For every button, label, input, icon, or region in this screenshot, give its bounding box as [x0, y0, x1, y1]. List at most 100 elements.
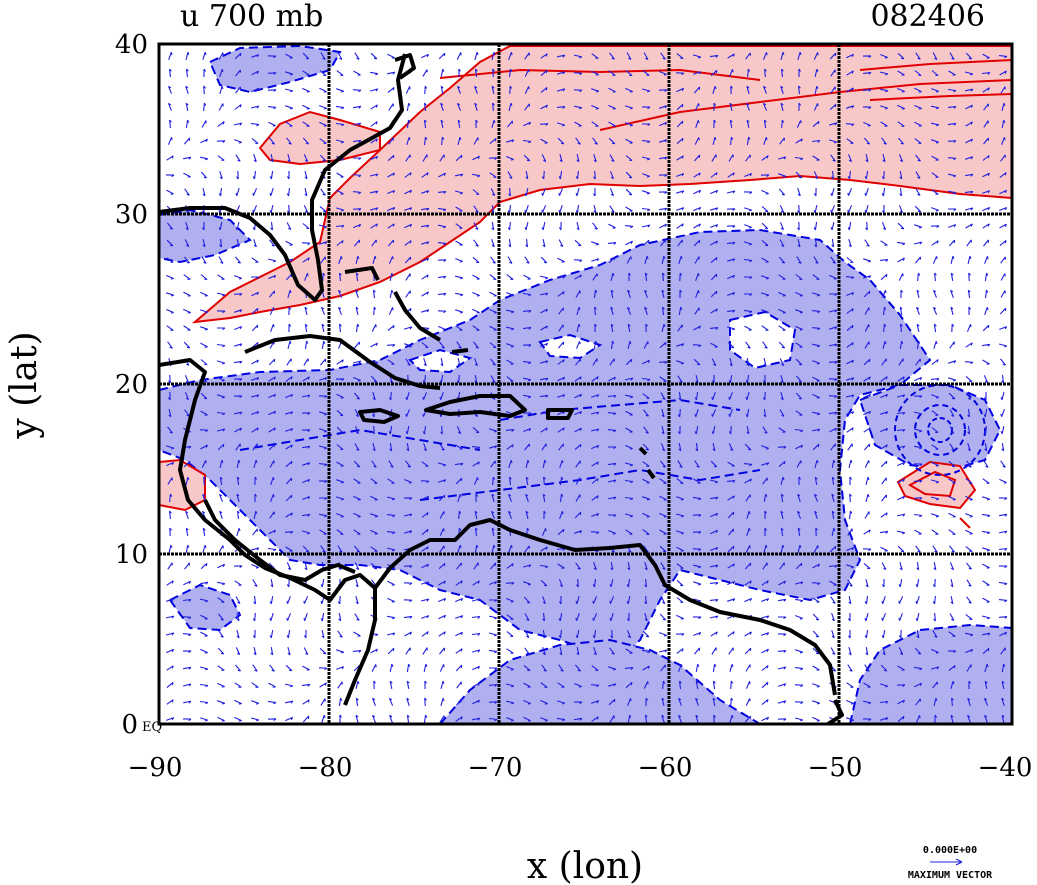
wind-vector: [437, 224, 447, 229]
wind-vector: [950, 595, 954, 605]
wind-vector: [403, 615, 413, 619]
wind-vector: [234, 580, 242, 586]
wind-vector: [286, 578, 290, 588]
wind-vector: [166, 155, 174, 161]
wind-vector: [608, 446, 617, 450]
wind-vector: [287, 340, 292, 350]
wind-vector: [965, 173, 974, 177]
wind-vector: [489, 445, 498, 449]
coastline-puerto-rico: [546, 408, 574, 420]
wind-vector: [218, 222, 223, 231]
x-tick-label: −70: [468, 753, 523, 783]
wind-vector: [489, 580, 498, 586]
wind-vector: [474, 544, 479, 553]
wind-vector: [695, 663, 700, 672]
wind-vector: [814, 459, 819, 469]
wind-vector: [183, 308, 191, 314]
wind-vector: [881, 613, 887, 621]
wind-vector: [285, 428, 294, 432]
wind-vector: [455, 631, 464, 637]
wind-vector: [677, 460, 683, 468]
wind-vector: [998, 343, 1008, 348]
wind-vector: [182, 633, 192, 637]
wind-vector: [437, 191, 447, 194]
wind-vector: [794, 701, 804, 705]
wind-vector: [490, 188, 496, 196]
wind-vector: [794, 717, 804, 722]
wind-vector: [879, 530, 889, 534]
wind-vector: [898, 596, 904, 604]
wind-vector: [879, 71, 889, 76]
wind-vector: [913, 666, 923, 671]
wind-vector: [372, 392, 376, 401]
wind-vector: [933, 612, 936, 622]
wind-vector: [508, 187, 511, 197]
wind-vector: [608, 121, 616, 127]
wind-vector: [472, 155, 481, 161]
wind-vector: [386, 531, 396, 535]
wind-vector: [794, 428, 804, 433]
wind-vector: [862, 71, 872, 75]
wind-vector: [610, 306, 614, 315]
wind-vector: [166, 325, 174, 331]
wind-vector: [217, 716, 225, 722]
wind-vector: [353, 376, 361, 382]
wind-vector: [167, 102, 173, 111]
wind-vector: [644, 578, 647, 588]
wind-vector: [406, 102, 411, 111]
wind-vector: [203, 68, 207, 78]
wind-vector: [539, 292, 549, 296]
wind-vector: [797, 493, 801, 502]
wind-vector: [286, 187, 290, 197]
wind-vector: [931, 88, 939, 93]
wind-vector: [659, 207, 668, 211]
wind-vector: [692, 548, 702, 552]
wind-vector: [897, 137, 905, 145]
wind-vector: [302, 699, 310, 705]
wind-vector: [234, 427, 242, 433]
wind-vector: [183, 341, 191, 349]
wind-vector: [471, 615, 481, 619]
wind-vector: [406, 714, 410, 723]
wind-vector: [882, 646, 886, 656]
wind-vector: [541, 221, 546, 231]
wind-vector: [897, 70, 905, 76]
wind-vector: [523, 682, 531, 688]
wind-vector: [642, 512, 650, 518]
wind-vector: [455, 206, 463, 212]
wind-vector: [185, 544, 190, 553]
wind-vector: [269, 170, 274, 180]
wind-vector: [642, 359, 651, 365]
wind-vector: [558, 629, 562, 639]
wind-vector: [439, 528, 445, 536]
wind-vector: [607, 429, 617, 433]
wind-vector: [354, 613, 360, 621]
wind-vector: [216, 360, 226, 365]
wind-vector: [576, 646, 580, 656]
wind-vector: [829, 427, 837, 433]
wind-vector: [424, 85, 428, 95]
wind-vector: [849, 476, 853, 486]
wind-vector: [965, 223, 973, 229]
wind-vector: [471, 632, 481, 636]
wind-vector: [233, 360, 243, 364]
wind-vector: [999, 189, 1008, 195]
wind-vector: [523, 581, 531, 586]
wind-vector: [711, 647, 717, 655]
wind-vector: [625, 70, 633, 77]
wind-vector: [354, 443, 360, 451]
wind-vector: [439, 647, 446, 655]
wind-vector: [915, 698, 921, 706]
max-vector-label: MAXIMUM VECTOR: [908, 870, 993, 881]
wind-vector: [182, 700, 192, 704]
wind-vector: [253, 510, 258, 520]
wind-vector: [355, 289, 359, 298]
wind-vector: [896, 241, 906, 246]
wind-vector: [744, 309, 753, 314]
wind-vector: [982, 580, 990, 586]
wind-vector: [474, 527, 478, 537]
wind-vector: [524, 86, 530, 94]
wind-vector: [421, 342, 429, 349]
wind-vector: [302, 70, 310, 76]
wind-vector: [269, 188, 274, 196]
